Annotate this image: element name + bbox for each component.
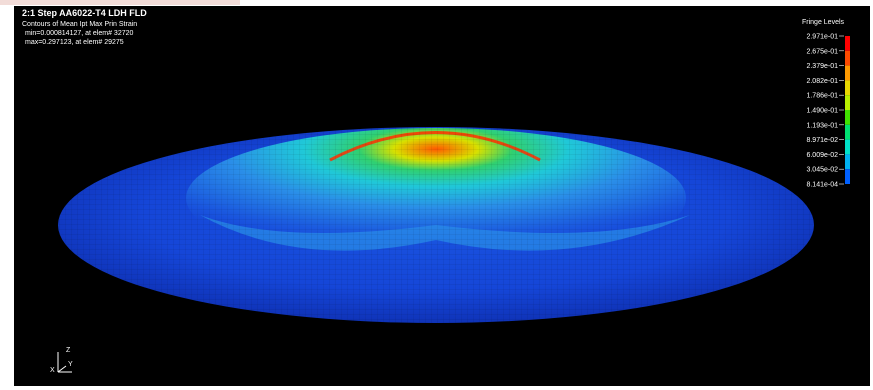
fringe-level-label: 2.082e-01: [806, 78, 838, 85]
fringe-level-label: 8.971e-02: [806, 137, 838, 144]
fringe-level-label: 2.971e-01: [806, 34, 838, 41]
y-label: Y: [68, 361, 73, 368]
fringe-swatch: [845, 66, 850, 81]
fringe-swatch: [845, 95, 850, 110]
fringe-swatch: [845, 125, 850, 140]
fringe-level-label: 8.141e-04: [806, 182, 838, 189]
fringe-swatch: [845, 169, 850, 184]
toolbar-strip: [0, 0, 240, 5]
fringe-swatch: [845, 51, 850, 66]
z-label: Z: [66, 347, 71, 354]
mesh: [58, 127, 814, 323]
fringe-level-label: 6.009e-02: [806, 152, 838, 159]
title: 2:1 Step AA6022-T4 LDH FLD: [22, 8, 147, 18]
fringe-swatch: [845, 154, 850, 169]
x-label: X: [50, 367, 55, 374]
fringe-level-label: 1.193e-01: [806, 122, 838, 129]
legend-title: Fringe Levels: [802, 19, 845, 26]
fringe-swatch: [845, 36, 850, 51]
viewport: 2:1 Step AA6022-T4 LDH FLD Contours of M…: [0, 0, 873, 390]
fringe-swatch: [845, 80, 850, 95]
fringe-level-label: 2.379e-01: [806, 63, 838, 70]
min-line: min=0.000814127, at elem# 32720: [25, 30, 133, 37]
fringe-level-label: 3.045e-02: [806, 167, 838, 174]
fringe-level-label: 1.786e-01: [806, 93, 838, 100]
fringe-level-label: 1.490e-01: [806, 108, 838, 115]
max-line: max=0.297123, at elem# 29275: [25, 39, 124, 46]
fringe-level-label: 2.675e-01: [806, 48, 838, 55]
fringe-swatch: [845, 110, 850, 125]
subtitle: Contours of Mean Ipt Max Prin Strain: [22, 21, 137, 28]
fringe-swatch: [845, 140, 850, 155]
model: [58, 127, 814, 323]
